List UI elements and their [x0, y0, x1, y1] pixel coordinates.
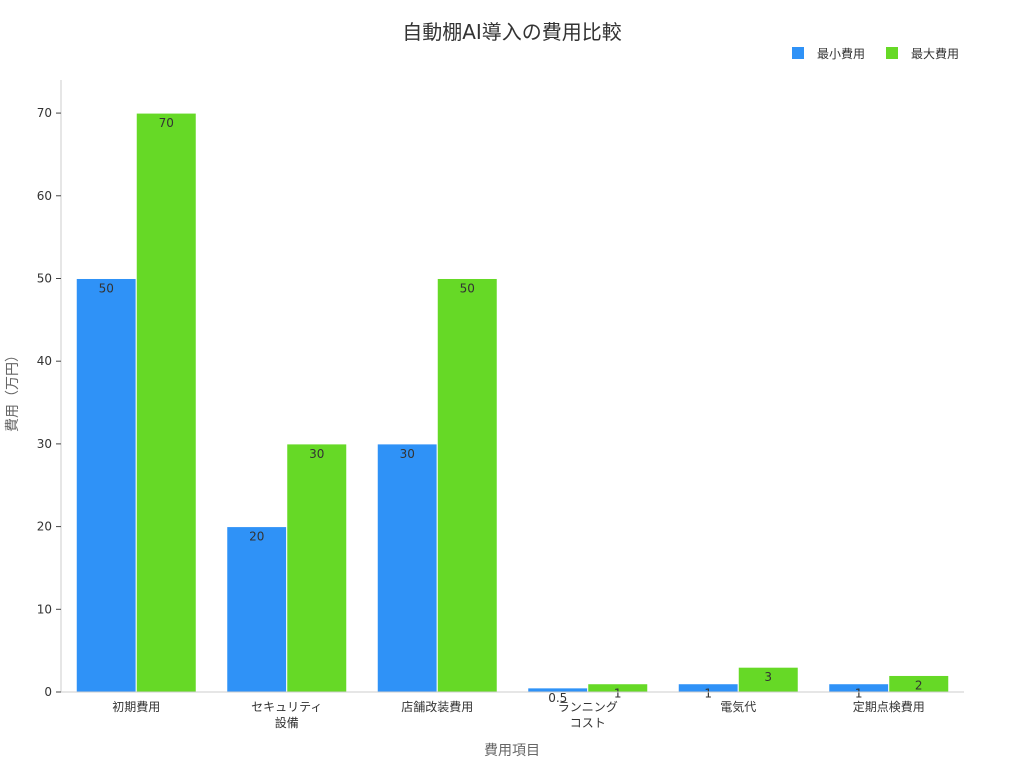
x-tick-label: ランニングコスト [558, 700, 618, 730]
y-tick-label: 40 [37, 354, 52, 368]
y-axis-label: 費用（万円） [5, 348, 21, 432]
x-tick-label: 初期費用 [112, 699, 160, 714]
x-axis-label: 費用項目 [484, 743, 540, 759]
axes: 0 10 20 30 40 50 60 70 初期費用 セキュリティ設備 店舗改装費用 ランニングコス… [37, 80, 964, 730]
bar-label-max-3: 1 [614, 687, 622, 701]
y-tick-label: 50 [37, 271, 52, 285]
y-tick-label: 30 [37, 437, 52, 451]
bar-label-max-0: 70 [159, 116, 174, 130]
bar-labels: 50 20 30 0.5 1 1 70 30 50 1 3 2 [99, 116, 923, 705]
legend-label-0: 最小費用 [817, 46, 865, 61]
bar-max-2 [436, 277, 498, 693]
bar-min-1 [226, 526, 288, 693]
legend-swatch-0 [792, 47, 804, 59]
x-tick-label: 定期点検費用 [853, 699, 925, 714]
bar-label-min-5: 1 [855, 687, 863, 701]
legend-swatch-1 [886, 47, 898, 59]
legend: 最小費用 最大費用 [792, 46, 959, 61]
bar-label-max-5: 2 [915, 678, 923, 692]
y-tick-label: 0 [44, 685, 52, 699]
bar-min-2 [376, 443, 438, 693]
bar-label-min-0: 50 [99, 281, 114, 295]
bar-max-4 [737, 666, 799, 693]
bar-label-max-1: 30 [309, 447, 324, 461]
y-tick-label: 10 [37, 602, 52, 616]
x-tick-label: 電気代 [720, 699, 756, 714]
x-tick-label: セキュリティ設備 [251, 700, 322, 730]
bar-label-min-3: 0.5 [548, 691, 567, 705]
bar-label-max-4: 3 [764, 670, 772, 684]
x-tick-label: 店舗改装費用 [401, 699, 473, 714]
chart-title: 自動棚AI導入の費用比較 [402, 20, 622, 44]
bars [75, 112, 950, 693]
y-tick-label: 20 [37, 520, 52, 534]
bar-label-min-1: 20 [249, 530, 264, 544]
bar-min-0 [75, 277, 137, 693]
bar-max-0 [135, 112, 197, 693]
bar-label-min-2: 30 [400, 447, 415, 461]
y-tick-label: 70 [37, 106, 52, 120]
bar-max-1 [286, 443, 348, 693]
bar-label-min-4: 1 [704, 687, 712, 701]
legend-label-1: 最大費用 [911, 46, 959, 61]
y-tick-label: 60 [37, 189, 52, 203]
bar-label-max-2: 50 [460, 281, 475, 295]
